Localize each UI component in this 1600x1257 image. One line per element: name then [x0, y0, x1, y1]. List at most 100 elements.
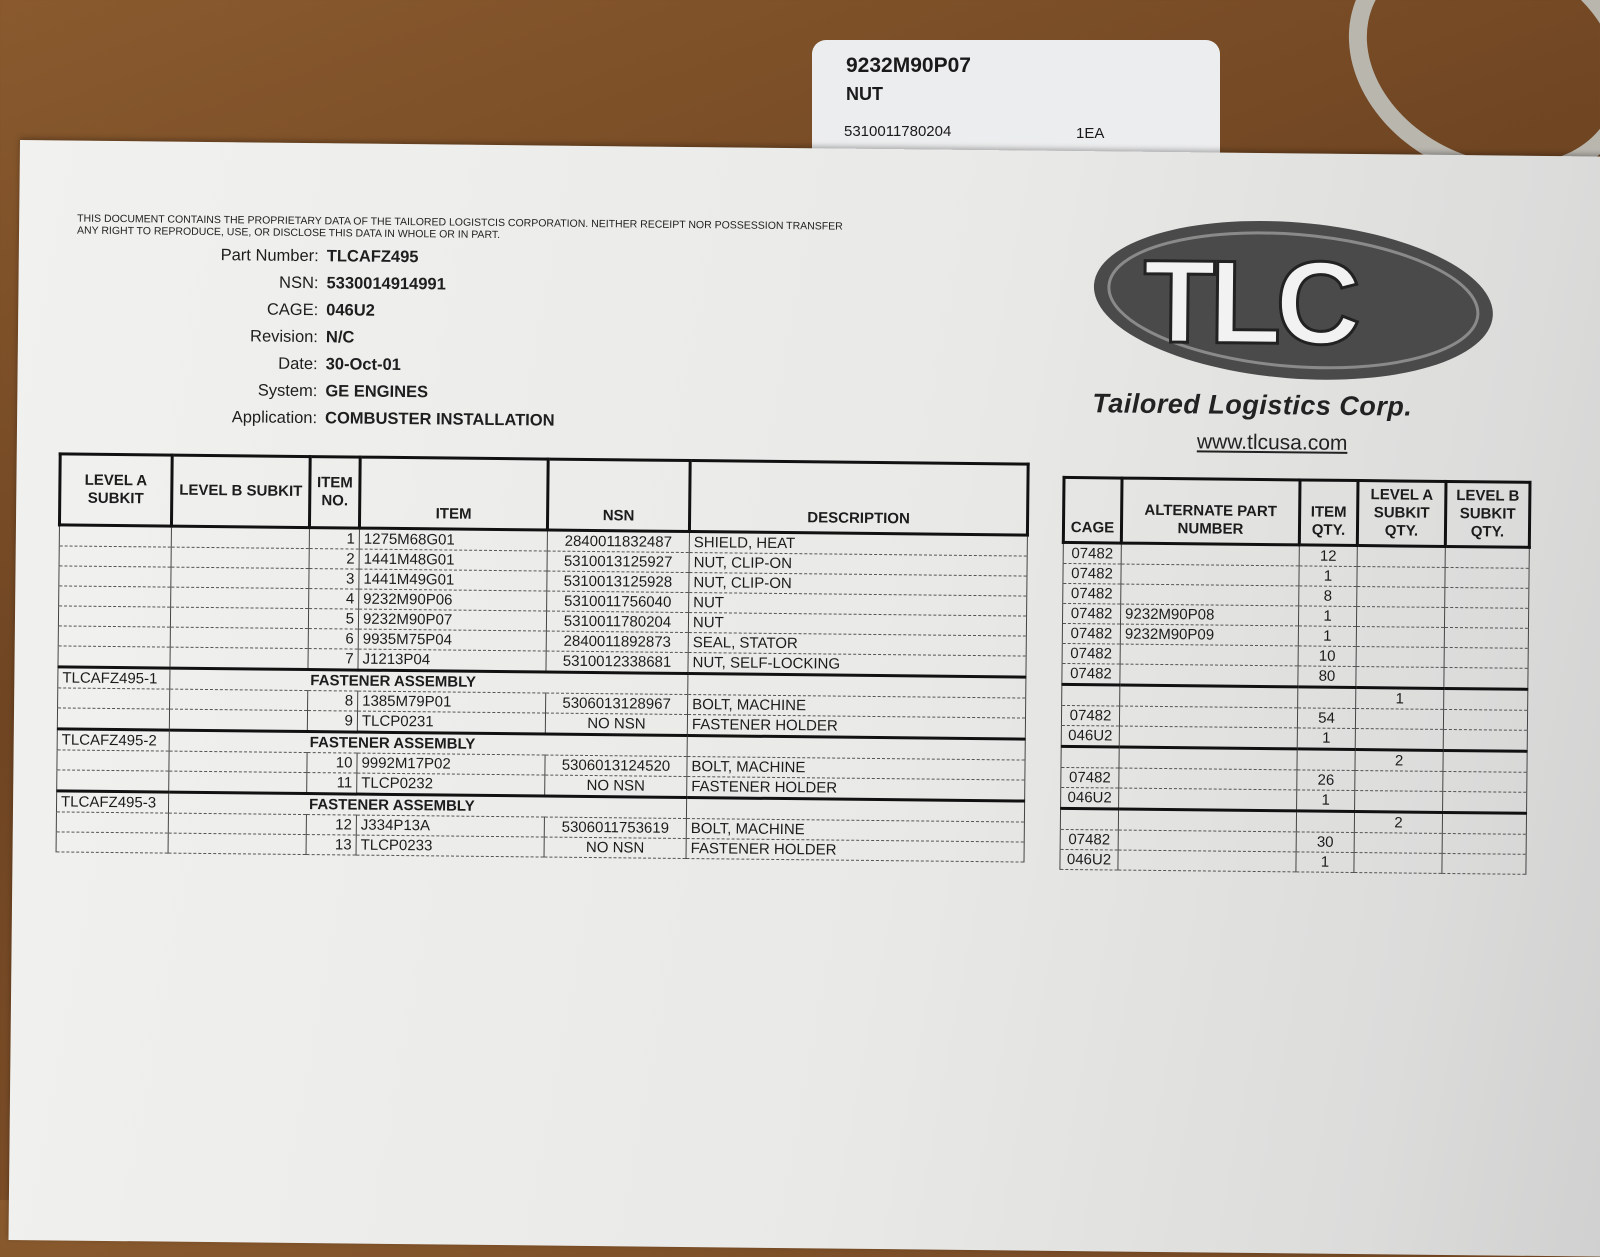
- field-label: Application:: [231, 408, 318, 428]
- alternate-part-number: [1118, 788, 1297, 811]
- tag-name: NUT: [846, 84, 883, 104]
- column-header: LEVEL B SUBKIT QTY.: [1445, 481, 1530, 548]
- field-label: Part Number:: [220, 246, 319, 266]
- document-sheet: THIS DOCUMENT CONTAINS THE PROPRIETARY D…: [8, 140, 1600, 1257]
- item-qty: 1: [1295, 851, 1355, 873]
- item-qty: 1: [1298, 625, 1357, 647]
- alternate-part-number: [1117, 850, 1297, 872]
- item: TLCP0232: [356, 773, 545, 797]
- level-b-subkit-qty: [1443, 688, 1528, 711]
- level-a-subkit-qty: [1355, 666, 1445, 689]
- item-no: 7: [307, 648, 359, 671]
- level-a-subkit-qty: [1357, 545, 1446, 568]
- column-header: LEVEL A SUBKIT QTY.: [1357, 480, 1447, 547]
- cage: 046U2: [1061, 725, 1120, 748]
- level-a-subkit-qty: [1354, 770, 1443, 792]
- cage: 07482: [1062, 643, 1121, 665]
- level-a-subkit: [57, 645, 171, 669]
- item-qty: 1: [1298, 605, 1357, 627]
- parts-table-left: LEVEL A SUBKIT LEVEL B SUBKIT ITEM NO. ITEM…: [55, 452, 1030, 863]
- field-row: System: GE ENGINES: [177, 377, 555, 408]
- item-qty: 54: [1297, 707, 1356, 729]
- item-qty: [1296, 748, 1356, 771]
- alternate-part-number: [1119, 726, 1298, 749]
- level-a-subkit: [56, 769, 169, 793]
- level-b-subkit: [170, 627, 309, 649]
- level-a-subkit-qty: [1355, 728, 1444, 751]
- level-b-subkit-qty: [1444, 647, 1529, 669]
- tlc-logo-icon: TLC: [1093, 220, 1493, 380]
- level-b-subkit-qty: [1444, 567, 1530, 589]
- level-a-subkit: [58, 565, 172, 588]
- item-no: 5: [308, 608, 359, 630]
- level-b-subkit: [169, 709, 308, 732]
- field-label: NSN:: [279, 273, 319, 293]
- item: 1385M79P01: [357, 691, 546, 714]
- alternate-part-number: [1118, 768, 1297, 790]
- level-b-subkit-qty: [1443, 729, 1528, 752]
- item-no: 8: [307, 690, 358, 712]
- item: 1441M49G01: [358, 569, 548, 592]
- item: 1275M68G01: [359, 528, 548, 552]
- level-a-subkit: [58, 625, 171, 648]
- level-b-subkit: [170, 607, 309, 629]
- column-header: ITEM NO.: [309, 456, 361, 529]
- field-label: Date:: [278, 354, 318, 374]
- nsn: 5306013124520: [544, 755, 688, 777]
- level-b-subkit: [168, 751, 308, 773]
- column-header: LEVEL B SUBKIT: [171, 455, 311, 528]
- level-b-subkit-qty: [1442, 750, 1528, 773]
- parts-table-right: CAGE ALTERNATE PART NUMBER ITEM QTY. LEVEL …: [1058, 476, 1531, 875]
- column-header: DESCRIPTION: [689, 460, 1029, 536]
- level-b-subkit-qty: [1442, 771, 1527, 793]
- item: J334P13A: [356, 815, 545, 838]
- item-no: 9: [307, 710, 358, 733]
- alternate-part-number: 9232M90P09: [1120, 624, 1299, 646]
- cage: 046U2: [1060, 787, 1119, 810]
- cage: 046U2: [1059, 849, 1119, 871]
- nsn: 5310013125928: [546, 571, 690, 593]
- cage: 07482: [1060, 829, 1119, 851]
- level-a-subkit-qty: [1356, 606, 1445, 628]
- alternate-part-number: [1118, 747, 1298, 770]
- alternate-part-number: 9232M90P08: [1120, 604, 1299, 626]
- level-a-subkit: [56, 831, 169, 854]
- level-b-subkit: [169, 647, 309, 670]
- item-qty: 1: [1298, 565, 1358, 587]
- level-b-subkit-qty: [1445, 546, 1530, 569]
- level-a-subkit-qty: [1356, 646, 1445, 668]
- item: J1213P04: [357, 649, 547, 673]
- level-a-subkit: [58, 585, 171, 608]
- level-b-subkit-qty: [1442, 812, 1527, 835]
- level-b-subkit: [169, 689, 308, 711]
- field-value: N/C: [325, 328, 355, 347]
- level-a-subkit-qty: 1: [1355, 687, 1444, 710]
- level-a-subkit: [59, 524, 172, 548]
- level-a-subkit: TLCAFZ495-3: [56, 790, 169, 814]
- company-name: Tailored Logistics Corp.: [1092, 388, 1413, 422]
- table-row: 046U2 1: [1059, 849, 1527, 875]
- item-qty: 12: [1299, 544, 1358, 567]
- svg-text:TLC: TLC: [1143, 236, 1359, 370]
- item-no: 10: [306, 752, 358, 774]
- level-b-subkit: [171, 526, 310, 549]
- item: 9232M90P06: [358, 589, 547, 612]
- nsn: 5310011780204: [546, 611, 689, 633]
- item-qty: 10: [1298, 645, 1357, 667]
- nsn: 5310013125927: [547, 551, 690, 573]
- company-url-link[interactable]: www.tlcusa.com: [1196, 430, 1348, 455]
- cage: 07482: [1062, 603, 1121, 625]
- level-b-subkit: [171, 547, 310, 569]
- cage: 07482: [1060, 767, 1119, 789]
- nsn: 5306013128967: [545, 693, 688, 715]
- column-header: LEVEL A SUBKIT: [59, 453, 173, 527]
- alternate-part-number: [1119, 664, 1299, 687]
- nsn: 5310012338681: [545, 651, 689, 674]
- item: 9935M75P04: [358, 629, 547, 652]
- level-b-subkit: [168, 813, 307, 835]
- level-a-subkit-qty: [1354, 832, 1443, 854]
- alternate-part-number: [1120, 564, 1300, 586]
- cage: 07482: [1061, 663, 1121, 686]
- item: TLCP0233: [356, 835, 545, 858]
- level-a-subkit: [57, 707, 170, 731]
